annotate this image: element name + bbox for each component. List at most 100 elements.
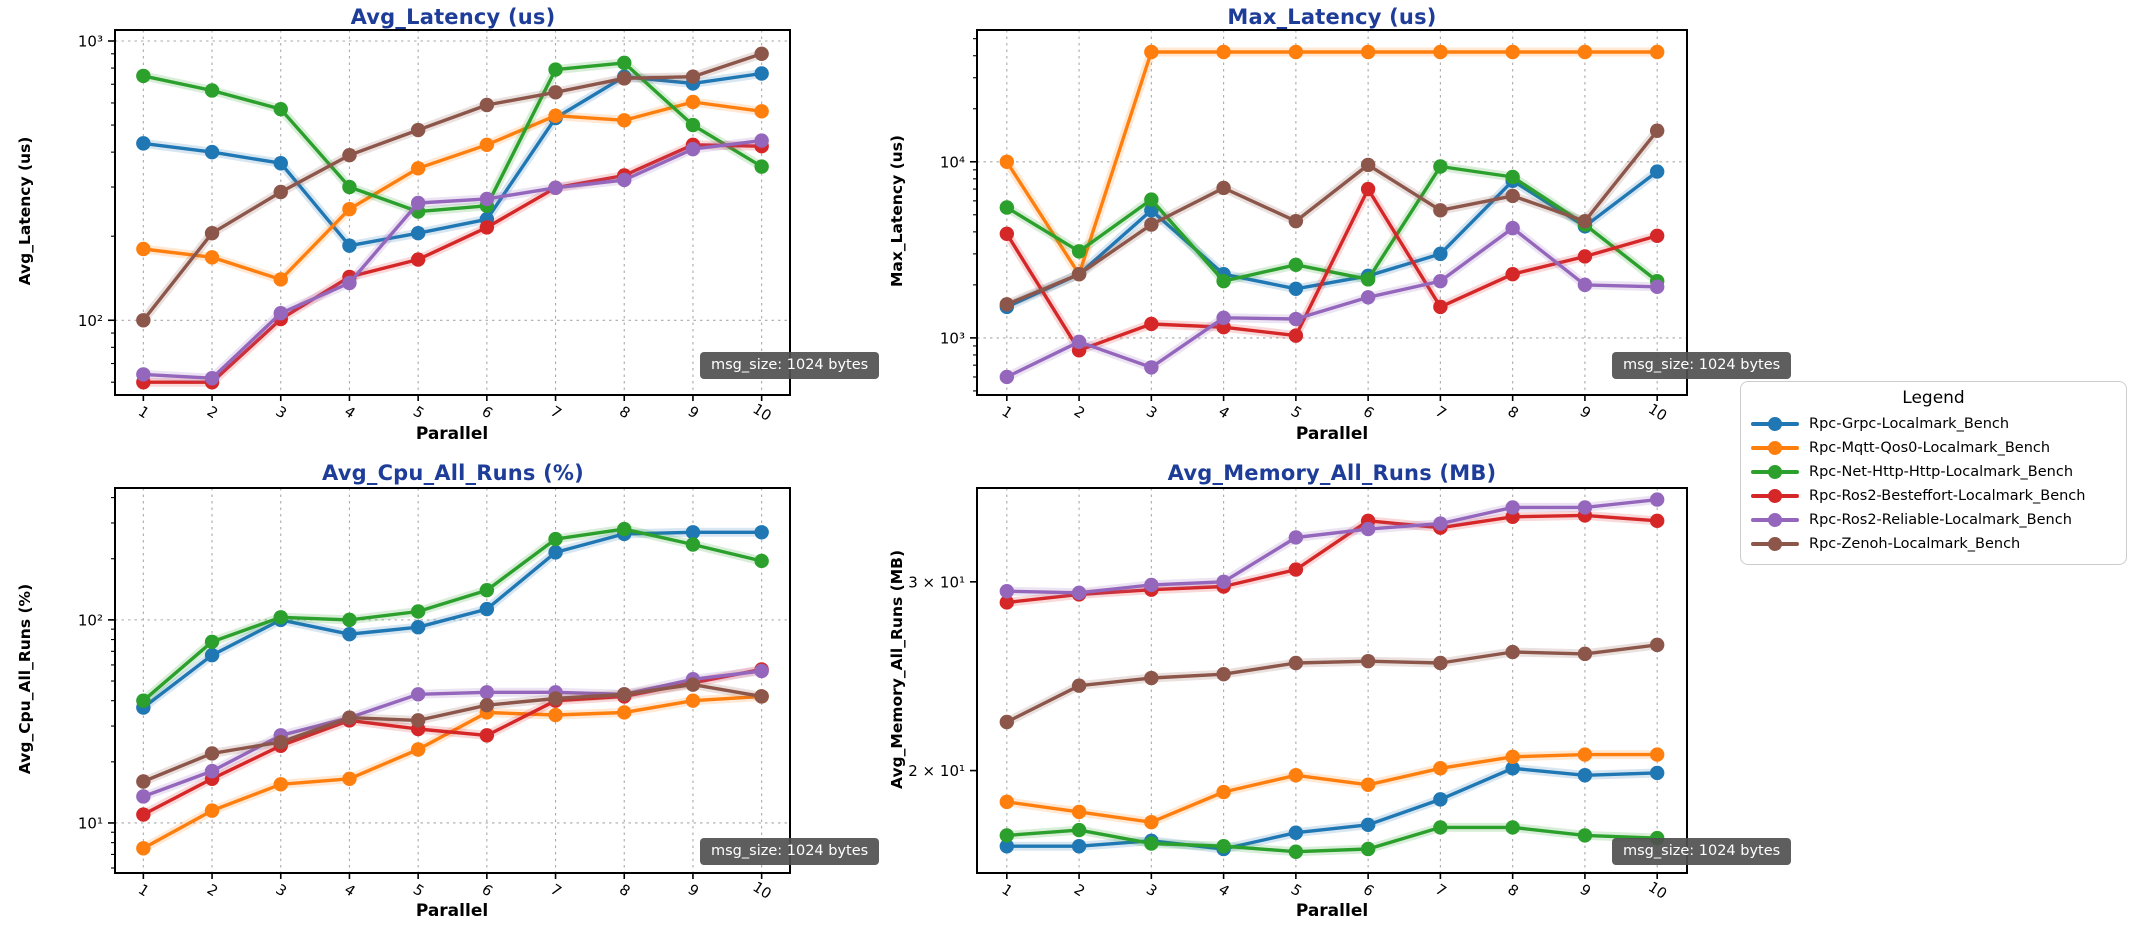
x-tick-label: 1 <box>135 404 151 422</box>
data-point-marker <box>1649 123 1665 138</box>
data-point-marker <box>685 537 701 552</box>
chart-avg-memory-all-runs-mb: 1 2 3 4 5 6 7 8 9 10 2 × 10¹ 3 × 10¹ <box>908 487 1688 903</box>
data-point-marker <box>1577 500 1593 515</box>
series-line <box>1005 50 1659 276</box>
data-point-marker <box>1505 749 1520 765</box>
x-tick-label: 5 <box>410 404 426 422</box>
data-point-marker <box>136 774 151 789</box>
data-point-marker <box>999 828 1015 843</box>
annotation-avg-cpu: msg_size: 1024 bytes <box>700 838 880 865</box>
data-point-marker <box>1505 644 1520 660</box>
legend-item-label: Rpc-Mqtt-Qos0-Localmark_Bench <box>1809 440 2051 456</box>
data-point-marker <box>1505 44 1520 60</box>
data-point-marker <box>273 777 288 792</box>
data-point-marker <box>1288 655 1304 671</box>
data-point-marker <box>410 161 426 176</box>
x-tick-label: 2 <box>204 404 220 422</box>
x-tick-label: 10 <box>750 401 774 424</box>
data-point-marker <box>1216 784 1231 800</box>
x-tick-label: 10 <box>1645 879 1669 902</box>
data-point-marker <box>1071 266 1087 282</box>
data-point-marker <box>548 108 563 123</box>
legend-item-label: Rpc-Ros2-Reliable-Localmark_Bench <box>1809 512 2072 528</box>
data-point-marker <box>999 369 1015 385</box>
data-point-marker <box>1071 585 1087 601</box>
x-tick-label: 5 <box>1288 882 1304 900</box>
y-tick-label: 10³ <box>940 329 965 347</box>
data-point-marker <box>1071 334 1087 350</box>
series-line <box>1005 226 1659 379</box>
x-tick-label: 1 <box>135 882 151 900</box>
y-tick-label: 3 × 10¹ <box>908 573 965 591</box>
x-tick-label: 6 <box>479 882 495 900</box>
data-point-marker <box>999 200 1015 215</box>
data-point-marker <box>479 728 495 743</box>
data-point-marker <box>617 55 632 71</box>
data-point-marker <box>999 714 1015 730</box>
legend-title: Legend <box>1902 388 1965 408</box>
series-line <box>141 682 764 784</box>
data-point-marker <box>1071 839 1087 854</box>
chart-avg-cpu-all-runs: 1 2 3 4 5 6 7 8 9 10 10¹ 10² <box>78 487 791 903</box>
x-tick-label: 3 <box>1143 404 1159 422</box>
data-point-marker <box>999 584 1015 599</box>
x-tick-label: 1 <box>999 404 1015 422</box>
series-line <box>1005 187 1659 352</box>
xlabel-avg-cpu: Parallel <box>415 901 489 921</box>
data-point-marker <box>1288 844 1304 859</box>
x-tick-label: 5 <box>1288 404 1304 422</box>
x-tick-label: 7 <box>547 882 563 900</box>
data-point-marker <box>1360 272 1376 287</box>
data-point-marker <box>1288 44 1304 60</box>
data-point-marker <box>204 371 220 386</box>
x-tick-label: 9 <box>1577 404 1593 422</box>
ylabel-avg-cpu: Avg_Cpu_All_Runs (%) <box>16 583 34 775</box>
xlabel-avg-memory: Parallel <box>1295 901 1369 921</box>
data-point-marker <box>1433 246 1448 262</box>
legend-item: Rpc-Ros2-Besteffort-Localmark_Bench <box>1751 484 2116 508</box>
data-point-marker <box>754 663 769 679</box>
data-point-marker <box>548 691 563 706</box>
data-point-marker <box>204 763 220 779</box>
data-point-marker <box>410 713 426 728</box>
data-point-marker <box>1216 839 1231 854</box>
plot-area-border <box>976 29 1688 396</box>
data-point-marker <box>1505 500 1520 515</box>
legend-marker-icon <box>1751 417 1799 431</box>
data-point-marker <box>1288 281 1304 297</box>
title-avg-cpu: Avg_Cpu_All_Runs (%) <box>322 461 584 485</box>
data-point-marker <box>342 612 357 628</box>
x-tick-label: 9 <box>685 404 701 422</box>
x-tick-label: 10 <box>750 879 774 902</box>
x-tick-label: 2 <box>204 882 220 900</box>
data-point-marker <box>273 101 288 117</box>
annotation-max-latency: msg_size: 1024 bytes <box>1612 352 1792 379</box>
x-tick-label: 7 <box>1432 404 1448 422</box>
data-point-marker <box>1433 203 1448 218</box>
data-point-marker <box>136 807 151 822</box>
series-line <box>141 100 764 282</box>
x-tick-label: 8 <box>1504 404 1520 422</box>
data-point-marker <box>999 794 1015 810</box>
data-point-marker <box>685 525 701 540</box>
data-point-marker <box>479 698 495 713</box>
data-point-marker <box>410 742 426 757</box>
data-point-marker <box>410 252 426 267</box>
data-point-marker <box>1649 513 1665 529</box>
data-point-marker <box>1288 562 1304 577</box>
data-point-marker <box>342 148 357 163</box>
plot-area-border <box>976 487 1688 874</box>
data-point-marker <box>136 841 151 856</box>
series-line <box>1005 129 1659 307</box>
data-point-marker <box>479 601 495 617</box>
y-tick-label: 10¹ <box>78 814 103 832</box>
data-point-marker <box>548 62 563 77</box>
data-point-marker <box>1216 44 1231 60</box>
xlabel-max-latency: Parallel <box>1295 424 1369 444</box>
data-point-marker <box>410 122 426 138</box>
data-point-marker <box>1360 841 1376 857</box>
x-tick-label: 1 <box>999 882 1015 900</box>
data-point-marker <box>136 68 151 84</box>
x-tick-label: 9 <box>685 882 701 900</box>
